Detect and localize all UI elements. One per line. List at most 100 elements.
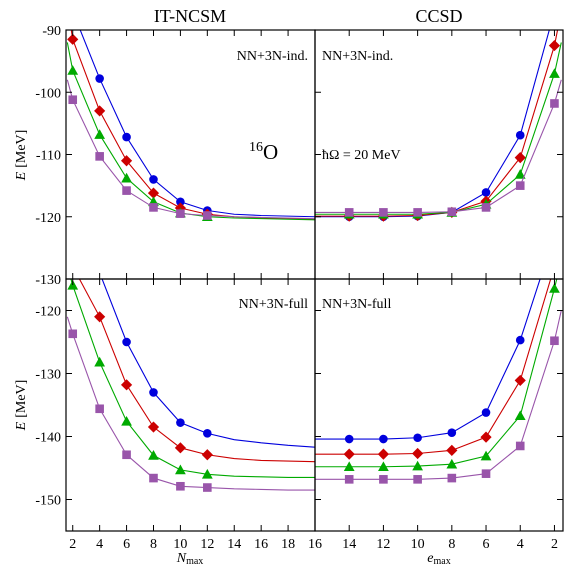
data-point-circle [481, 408, 491, 417]
data-point-square [203, 483, 212, 492]
data-point-diamond [548, 39, 561, 52]
data-point-triangle [94, 129, 106, 139]
data-point-triangle [121, 416, 132, 426]
data-point-diamond [67, 33, 79, 45]
data-point-circle [515, 335, 525, 345]
data-point-circle [95, 74, 104, 83]
data-point-square [344, 208, 354, 217]
x-tick-label-left: 12 [200, 537, 214, 552]
x-tick-label-left: 14 [227, 537, 241, 552]
data-point-diamond [480, 431, 492, 443]
x-tick-label-left: 16 [254, 537, 268, 552]
data-point-triangle [201, 468, 213, 479]
xlabel-left: Nmax [176, 551, 204, 564]
x-tick-label-left: 18 [281, 537, 295, 552]
data-point-square [413, 208, 422, 217]
ylabel-bottom-unit: [MeV] [14, 380, 29, 418]
data-point-diamond [201, 449, 213, 461]
y-tick-label-top: -110 [36, 149, 61, 164]
data-point-circle [68, 7, 77, 16]
data-point-triangle [514, 169, 526, 179]
data-point-square [550, 99, 559, 108]
data-point-diamond [446, 444, 458, 456]
y-tick-label-top: -130 [35, 273, 61, 288]
data-point-circle [68, 231, 77, 240]
ylabel-bottom: E [MeV] [14, 380, 29, 432]
data-point-square [344, 475, 354, 484]
data-point-diamond [120, 155, 133, 167]
panel-frame-bottom-right [314, 278, 564, 532]
data-point-circle [203, 429, 212, 438]
data-point-square [447, 207, 457, 217]
data-point-diamond [377, 448, 390, 460]
ylabel-top-var: E [14, 171, 29, 181]
x-tick-label-right: 4 [517, 537, 524, 552]
y-tick-label-bottom: -150 [35, 494, 61, 509]
data-point-circle [149, 388, 158, 397]
data-point-circle [344, 434, 354, 444]
ylabel-top: E [MeV] [14, 130, 29, 182]
data-point-square [203, 211, 212, 220]
xlabel-right: emax [427, 551, 450, 564]
panel-label-bottom-left: NN+3N-full [239, 297, 308, 312]
data-point-circle [379, 434, 388, 444]
data-point-circle [550, 7, 559, 16]
x-tick-label-right: 14 [342, 537, 356, 552]
series-line-diamond [78, 279, 315, 463]
data-point-diamond [147, 187, 160, 199]
data-point-circle [122, 337, 131, 347]
ylabel-top-unit: [MeV] [14, 130, 29, 168]
data-point-diamond [120, 379, 133, 391]
panel-bottom-right [314, 279, 563, 531]
data-point-square [68, 329, 78, 339]
xlabel-right-main: e [427, 551, 433, 564]
data-point-square [176, 209, 185, 218]
data-point-diamond [67, 261, 78, 272]
data-point-triangle [549, 283, 560, 293]
hbar-omega-label: ħΩ = 20 MeV [322, 148, 401, 163]
data-point-square [515, 441, 525, 451]
data-point-square [95, 152, 104, 161]
data-point-square [379, 475, 388, 484]
x-tick-label-left: 2 [69, 537, 76, 552]
data-point-triangle [514, 410, 526, 421]
column-title-right: CCSD [415, 6, 462, 26]
data-point-circle [122, 132, 131, 142]
data-point-circle [515, 130, 525, 140]
x-tick-label-left: 6 [123, 537, 130, 552]
data-point-square [149, 473, 158, 483]
x-tick-label-right: 16 [308, 537, 322, 552]
x-tick-label-right: 6 [483, 537, 490, 552]
nucleus-symbol: O [263, 140, 278, 164]
data-point-square [122, 450, 131, 460]
data-point-diamond [514, 152, 526, 164]
series-line-diamond [315, 279, 552, 455]
series-line-square [66, 316, 315, 491]
series-line-triangle [66, 42, 315, 221]
data-point-circle [149, 175, 158, 184]
data-point-square [68, 95, 78, 105]
nucleus-mass: 16 [249, 140, 263, 155]
panel-top-left [66, 7, 315, 280]
data-point-diamond [343, 448, 355, 460]
y-tick-label-top: -120 [35, 211, 61, 226]
y-tick-label-top: -90 [42, 24, 61, 39]
data-point-circle [481, 188, 491, 197]
y-tick-label-top: -100 [35, 86, 61, 101]
data-point-square [481, 469, 491, 478]
panel-bottom-left [66, 231, 315, 531]
panel-label-top-right: NN+3N-ind. [322, 49, 393, 64]
data-point-square [95, 404, 104, 414]
panel-label-bottom-right: NN+3N-full [322, 297, 391, 312]
data-point-square [550, 336, 559, 346]
data-point-circle [413, 433, 422, 443]
data-point-triangle [94, 356, 106, 367]
x-tick-label-right: 2 [551, 537, 558, 552]
data-point-square [481, 203, 491, 212]
xlabel-left-sub: max [186, 556, 203, 564]
data-point-square [379, 208, 388, 217]
x-tick-label-right: 10 [411, 537, 425, 552]
nucleus-label: 16O [249, 140, 278, 164]
data-point-square [447, 473, 457, 483]
